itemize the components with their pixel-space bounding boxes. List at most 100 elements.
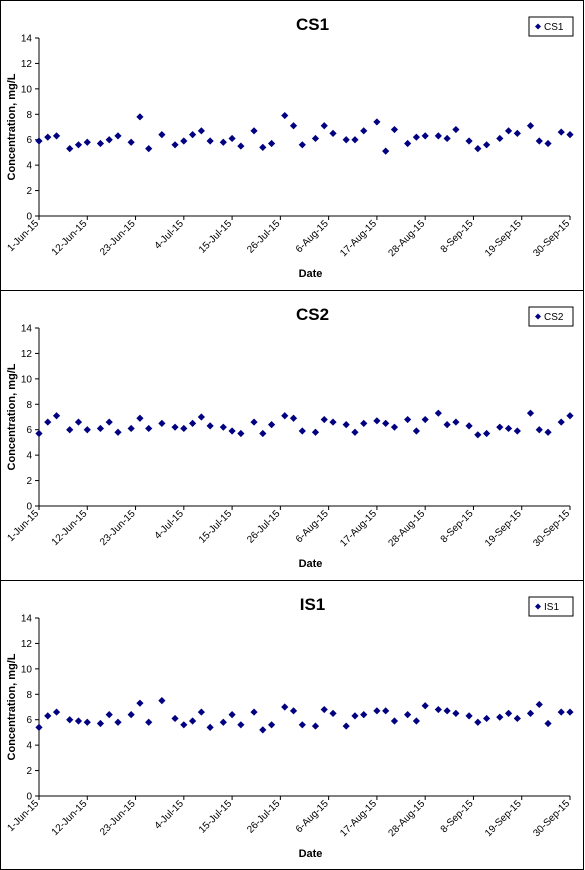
data-point [513,714,521,723]
data-point [513,427,521,435]
data-point [250,127,258,135]
y-tick-label: 10 [21,664,33,675]
data-point [373,417,381,425]
x-tick-label: 4-Jul-15 [153,508,187,542]
x-tick-label: 28-Aug-15 [387,218,428,259]
data-point [171,714,179,723]
data-point [342,722,350,730]
y-tick-label: 12 [21,59,33,70]
y-axis-label: Concentration, mg/L [6,653,18,760]
data-point [237,721,245,729]
data-point [360,419,368,427]
data-point [329,709,337,717]
y-tick-label: 2 [26,476,32,487]
data-point [342,421,350,429]
x-tick-label: 26-Jul-15 [245,218,283,256]
x-tick-label: 6-Aug-15 [294,218,331,255]
data-point [158,697,166,705]
data-point [360,127,368,135]
y-tick-label: 0 [26,212,32,223]
y-tick-label: 2 [26,186,32,197]
x-axis-label: Date [299,558,323,570]
data-point [452,709,460,717]
data-point [382,419,390,427]
legend-box [528,596,574,617]
data-point [382,147,390,155]
data-point [404,139,412,148]
data-point [382,707,390,715]
data-point [373,118,381,126]
data-point [180,721,188,729]
data-point [52,708,61,716]
y-tick-label: 14 [21,34,33,45]
data-point [434,132,442,140]
x-tick-label: 19-Sep-15 [483,218,524,259]
x-tick-label: 30-Sep-15 [531,508,572,549]
data-point [136,699,144,707]
data-point [145,718,153,726]
y-tick-label: 0 [26,792,32,803]
y-axis-label: Concentration, mg/L [6,363,18,470]
data-point [535,426,543,434]
y-tick-label: 0 [26,502,32,513]
y-tick-label: 10 [21,374,33,385]
x-axis-label: Date [299,268,323,280]
data-point [35,723,43,731]
data-point [351,136,359,144]
data-point [52,132,61,140]
data-point [496,713,504,721]
data-point [228,711,236,719]
data-point [66,716,74,724]
data-point [289,122,298,130]
data-point [535,700,543,709]
chart-title: CS2 [296,305,329,324]
x-tick-label: 26-Jul-15 [245,508,283,546]
data-point [421,132,429,140]
data-point [566,131,574,139]
data-point [434,409,442,417]
data-point [74,141,83,149]
data-point [197,708,205,716]
y-tick-label: 12 [21,349,33,360]
data-point [504,709,513,717]
data-point [412,717,421,725]
data-point [219,718,227,726]
data-point [404,415,412,424]
data-point [412,427,421,435]
data-point [289,414,298,422]
data-point [267,139,276,148]
data-point [329,418,337,426]
legend-label: CS1 [544,22,564,33]
y-tick-label: 4 [26,451,32,462]
data-point [443,421,451,429]
data-point [250,708,258,716]
x-tick-label: 12-Jun-15 [50,508,90,548]
data-point [320,122,328,130]
x-tick-label: 12-Jun-15 [50,218,90,258]
data-point [298,141,306,149]
data-point [434,705,442,714]
x-tick-label: 4-Jul-15 [153,218,187,252]
data-point [544,428,552,436]
data-point [158,419,166,427]
data-point [83,138,91,146]
x-tick-label: 15-Jul-15 [197,508,235,546]
data-point [390,717,399,725]
data-point [44,133,52,141]
chart-cs1-svg: CS1 0 2 4 6 8 10 12 14 1-Jun-15 12-Jun-15 23-Jun-15… [5,15,574,280]
data-point [66,426,74,434]
data-point [206,422,214,430]
x-tick-label: 6-Aug-15 [294,508,331,545]
y-tick-label: 2 [26,766,32,777]
data-point [504,424,513,433]
data-point [74,418,83,426]
data-point [281,412,289,420]
data-point [197,127,205,135]
data-point [566,412,574,420]
data-point [544,719,552,728]
x-tick-label: 15-Jul-15 [197,218,235,256]
x-tick-label: 23-Jun-15 [98,508,138,548]
data-point [474,718,482,726]
legend-box [528,306,574,327]
data-point [74,717,83,725]
